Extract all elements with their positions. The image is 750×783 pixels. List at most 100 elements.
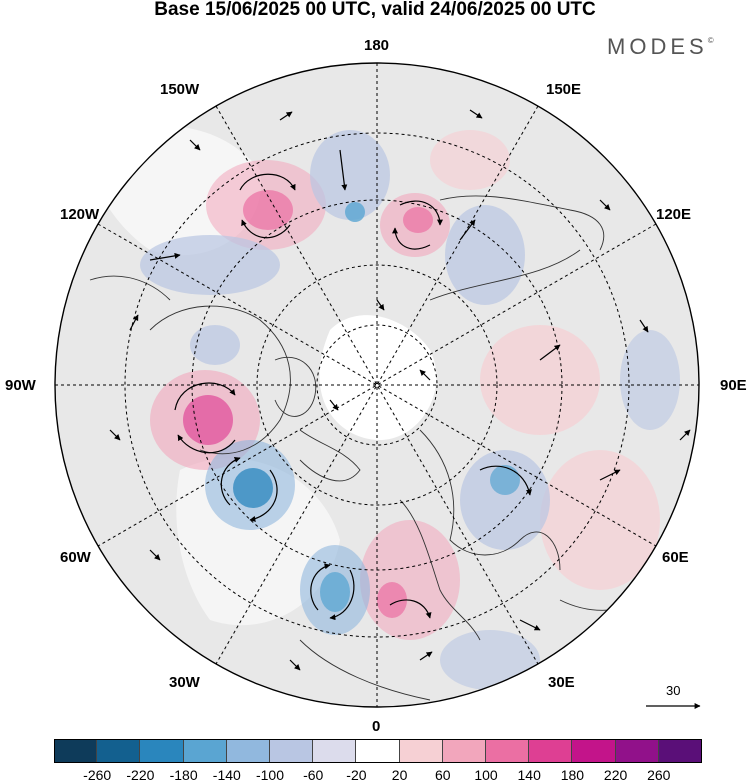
brand-name: MODES [607, 34, 708, 59]
wind-vector [239, 173, 296, 191]
wind-vector [399, 200, 443, 226]
colorbar-tick-label: -60 [303, 767, 324, 783]
colorbar-swatch [486, 739, 530, 763]
colorbar-swatch [140, 739, 184, 763]
arctic-ocean [319, 315, 437, 440]
wind-vector [419, 651, 433, 661]
vector-scale-label: 30 [666, 683, 681, 698]
positive-anomaly [540, 450, 660, 590]
label-60W: 60W [60, 549, 91, 566]
wind-vector [220, 456, 241, 506]
negative-anomaly-core [320, 572, 350, 612]
modes-logo: MODES© [607, 34, 714, 60]
colorbar-swatch [54, 739, 98, 763]
wind-vector [279, 111, 293, 121]
colorbar-swatch [399, 739, 443, 763]
positive-anomaly-core [403, 207, 433, 233]
colorbar [54, 739, 703, 763]
label-150E: 150E [546, 81, 582, 98]
wind-vector [392, 227, 431, 250]
wind-vector [189, 139, 201, 151]
wind-vector [174, 382, 236, 411]
map-border [54, 62, 700, 708]
colorbar-swatch [356, 739, 400, 763]
wind-vector [639, 319, 649, 333]
colorbar-tick-label: 100 [474, 767, 498, 783]
negative-anomaly [140, 235, 280, 295]
graticule [55, 63, 699, 707]
negative-anomaly [310, 130, 390, 220]
positive-anomaly-core [377, 582, 407, 618]
colorbar-tick-label: -100 [255, 767, 285, 783]
wind-vector [177, 434, 236, 454]
wind-vector [129, 314, 139, 331]
wind-vector [339, 149, 348, 191]
label-180: 180 [364, 37, 390, 54]
colorbar-swatch [226, 739, 271, 763]
wind-vector [109, 429, 121, 441]
wind-vector [469, 109, 483, 119]
wind-vector [249, 469, 278, 522]
colorbar-tick-label: 20 [391, 767, 408, 783]
positive-anomaly-core [183, 395, 233, 445]
colorbar-swatch [270, 739, 314, 763]
positive-anomaly [360, 520, 460, 640]
wind-vector [329, 399, 339, 411]
wind-vector [599, 469, 621, 481]
wind-vector [329, 569, 355, 621]
anomaly-shading [140, 130, 680, 690]
positive-anomaly-core [243, 190, 293, 230]
colorbar-tick-label: 220 [603, 767, 628, 783]
label-120W: 120W [60, 206, 100, 223]
negative-anomaly-core [490, 465, 520, 495]
wind-vector [241, 219, 291, 239]
label-30E: 30E [548, 674, 575, 691]
wind-vector [419, 369, 431, 381]
colorbar-swatch [183, 739, 227, 763]
colorbar-swatch [572, 739, 616, 763]
colorbar-tick-label: 60 [435, 767, 451, 783]
wind-vector [149, 252, 181, 261]
positive-anomaly [430, 130, 510, 190]
colorbar-swatch [442, 739, 487, 763]
colorbar-swatch [313, 739, 357, 763]
wind-vector [679, 429, 691, 441]
wind-vector [376, 299, 385, 311]
colorbar-swatch [658, 739, 703, 763]
wind-vector [310, 563, 331, 611]
map-title: Base 15/06/2025 00 UTC, valid 24/06/2025… [154, 0, 596, 20]
colorbar-tick-label: 180 [560, 767, 585, 783]
wind-vector [479, 465, 532, 496]
label-90W: 90W [5, 377, 36, 394]
wind-vector [149, 549, 161, 561]
colorbar-tick-label: 260 [647, 767, 671, 783]
map-disc [55, 63, 699, 707]
colorbar-swatch [615, 739, 659, 763]
colorbar-tick-label: -140 [212, 767, 241, 783]
wind-vector [459, 219, 476, 241]
wind-vector [599, 199, 611, 211]
wind-vectors [109, 109, 691, 671]
wind-vector [519, 619, 541, 631]
wind-vector [539, 344, 561, 361]
negative-anomaly [190, 325, 240, 365]
negative-anomaly-core [345, 202, 365, 222]
wind-vector [289, 659, 301, 671]
colorbar-tick-label: 140 [517, 767, 541, 783]
label-90E: 90E [720, 377, 747, 394]
positive-anomaly [480, 325, 600, 435]
label-30W: 30W [169, 674, 200, 691]
negative-anomaly [620, 330, 680, 430]
label-0: 0 [372, 718, 381, 735]
colorbar-tick-label: -260 [83, 767, 112, 783]
negative-anomaly [440, 630, 540, 690]
label-120E: 120E [656, 206, 692, 223]
colorbar-tick-label: -220 [126, 767, 155, 783]
colorbar-tick-label: -20 [346, 767, 367, 783]
wind-vector [389, 599, 432, 619]
colorbar-tick-label: -180 [169, 767, 198, 783]
negative-anomaly-core [233, 468, 273, 508]
colorbar-swatch [529, 739, 573, 763]
brand-mark: © [707, 36, 714, 45]
